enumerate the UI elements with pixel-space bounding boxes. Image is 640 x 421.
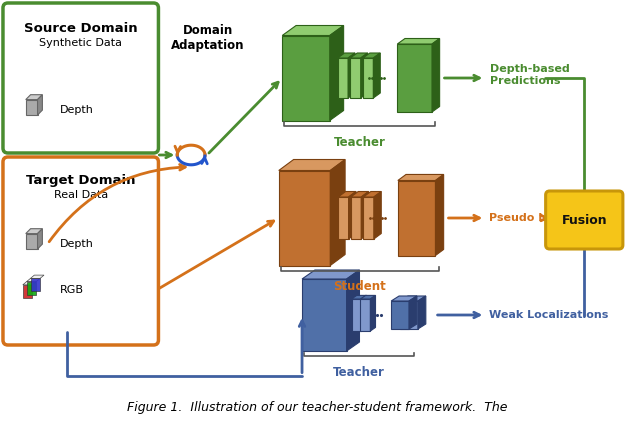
Polygon shape [279,160,345,171]
Polygon shape [391,296,417,301]
Polygon shape [351,197,361,239]
Polygon shape [350,58,361,98]
Polygon shape [363,58,373,98]
Text: Figure 1.  Illustration of our teacher-student framework.  The: Figure 1. Illustration of our teacher-st… [127,402,507,415]
Polygon shape [338,197,349,239]
Polygon shape [302,270,360,279]
Polygon shape [31,275,44,278]
Polygon shape [400,301,418,329]
Text: Target Domain: Target Domain [26,173,136,187]
Polygon shape [397,44,432,112]
Polygon shape [374,192,381,239]
Polygon shape [27,282,36,295]
Polygon shape [279,171,330,266]
Polygon shape [26,100,38,115]
Text: Depth-based
Predictions: Depth-based Predictions [490,64,570,86]
Text: Teacher: Teacher [333,366,385,379]
Polygon shape [27,278,40,282]
Polygon shape [338,192,356,197]
FancyBboxPatch shape [3,157,159,345]
Polygon shape [23,285,33,298]
Polygon shape [435,174,444,256]
Polygon shape [398,174,444,181]
Polygon shape [362,296,367,331]
Polygon shape [26,229,42,234]
FancyBboxPatch shape [546,191,623,249]
Polygon shape [360,296,376,299]
Text: RGB: RGB [60,285,83,295]
Polygon shape [364,192,381,197]
Polygon shape [361,192,369,239]
Text: Fusion: Fusion [561,213,607,226]
Text: Synthetic Data: Synthetic Data [39,38,122,48]
Polygon shape [330,160,345,266]
Polygon shape [432,38,440,112]
Polygon shape [351,299,362,331]
Polygon shape [391,301,409,329]
Polygon shape [38,95,42,115]
Text: Real Data: Real Data [54,190,108,200]
Text: Depth: Depth [60,239,93,249]
Polygon shape [351,296,367,299]
Polygon shape [347,270,360,351]
Polygon shape [349,192,356,239]
Polygon shape [282,35,330,120]
Polygon shape [338,58,348,98]
Text: Depth: Depth [60,105,93,115]
FancyBboxPatch shape [3,3,159,153]
Polygon shape [398,181,435,256]
Polygon shape [363,53,380,58]
Polygon shape [361,53,367,98]
Polygon shape [364,197,374,239]
Polygon shape [373,53,380,98]
Polygon shape [348,53,355,98]
Text: Pseudo Labels: Pseudo Labels [489,213,579,223]
Polygon shape [31,278,40,291]
Polygon shape [350,53,367,58]
Polygon shape [330,26,344,120]
Polygon shape [338,53,355,58]
Text: Source Domain: Source Domain [24,21,138,35]
Polygon shape [38,229,42,249]
Polygon shape [26,234,38,249]
Text: Student: Student [333,280,386,293]
Polygon shape [418,296,426,329]
Polygon shape [282,26,344,35]
Text: Teacher: Teacher [333,136,385,149]
Polygon shape [360,299,371,331]
Polygon shape [302,279,347,351]
Polygon shape [351,192,369,197]
Polygon shape [400,296,426,301]
Text: Weak Localizations: Weak Localizations [489,310,609,320]
Polygon shape [397,38,440,44]
Polygon shape [26,95,42,100]
Polygon shape [409,296,417,329]
Text: Domain
Adaptation: Domain Adaptation [172,24,244,52]
Polygon shape [371,296,376,331]
Polygon shape [23,282,36,285]
